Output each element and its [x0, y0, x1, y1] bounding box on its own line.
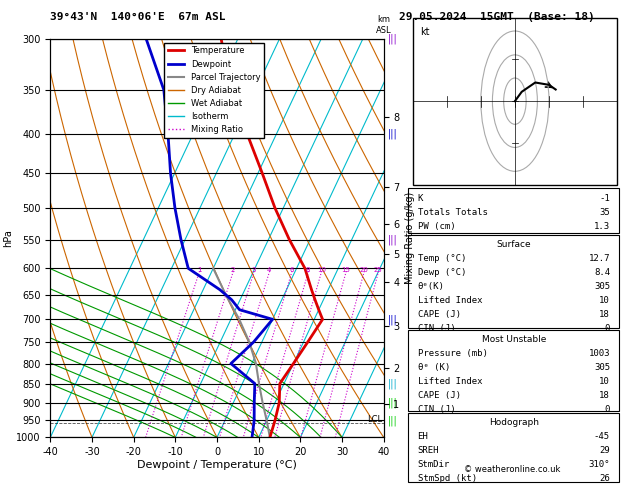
Text: θᵉ (K): θᵉ (K) [418, 364, 450, 372]
Text: StmDir: StmDir [418, 460, 450, 469]
Text: 3: 3 [252, 267, 256, 273]
Text: 0: 0 [604, 324, 610, 333]
Text: |||: ||| [388, 129, 398, 139]
Text: CAPE (J): CAPE (J) [418, 391, 460, 400]
Text: 8: 8 [306, 267, 310, 273]
Text: 39°43'N  140°06'E  67m ASL: 39°43'N 140°06'E 67m ASL [50, 12, 226, 22]
Text: -45: -45 [594, 433, 610, 441]
Text: 35: 35 [599, 208, 610, 217]
Text: Hodograph: Hodograph [489, 418, 539, 427]
Text: 25: 25 [374, 267, 382, 273]
Text: |||: ||| [388, 34, 398, 44]
Text: K: K [418, 193, 423, 203]
Text: |||: ||| [388, 397, 398, 408]
Y-axis label: hPa: hPa [3, 229, 13, 247]
Text: CAPE (J): CAPE (J) [418, 310, 460, 319]
Legend: Temperature, Dewpoint, Parcel Trajectory, Dry Adiabat, Wet Adiabat, Isotherm, Mi: Temperature, Dewpoint, Parcel Trajectory… [165, 43, 264, 138]
Bar [408, 188, 619, 233]
Text: 1: 1 [197, 267, 201, 273]
Text: |||: ||| [388, 379, 398, 389]
Text: -1: -1 [599, 193, 610, 203]
Text: 1003: 1003 [589, 349, 610, 358]
X-axis label: Dewpoint / Temperature (°C): Dewpoint / Temperature (°C) [137, 460, 297, 470]
Text: StmSpd (kt): StmSpd (kt) [418, 474, 477, 484]
Text: Totals Totals: Totals Totals [418, 208, 487, 217]
Text: Lifted Index: Lifted Index [418, 377, 482, 386]
Text: 29.05.2024  15GMT  (Base: 18): 29.05.2024 15GMT (Base: 18) [399, 12, 595, 22]
Text: 12.7: 12.7 [589, 254, 610, 263]
Text: kt: kt [420, 27, 430, 37]
Text: 29: 29 [599, 447, 610, 455]
Text: © weatheronline.co.uk: © weatheronline.co.uk [464, 465, 561, 474]
Text: |||: ||| [388, 314, 398, 325]
Text: θᵉ(K): θᵉ(K) [418, 282, 445, 291]
Bar [408, 413, 619, 482]
Text: Surface: Surface [496, 240, 531, 249]
Text: 4: 4 [267, 267, 271, 273]
Text: 305: 305 [594, 364, 610, 372]
Text: |||: ||| [388, 234, 398, 245]
Text: 6: 6 [289, 267, 294, 273]
Text: Pressure (mb): Pressure (mb) [418, 349, 487, 358]
Text: 310°: 310° [589, 460, 610, 469]
Text: 15: 15 [342, 267, 350, 273]
Text: 10: 10 [599, 377, 610, 386]
Text: PW (cm): PW (cm) [418, 222, 455, 230]
Bar [408, 235, 619, 328]
Bar [408, 330, 619, 411]
Text: SREH: SREH [418, 447, 439, 455]
Text: Dewp (°C): Dewp (°C) [418, 268, 466, 277]
Text: 26: 26 [599, 474, 610, 484]
Text: LCL: LCL [367, 415, 382, 423]
Text: 0: 0 [604, 405, 610, 415]
Text: 10: 10 [599, 296, 610, 305]
Text: 18: 18 [599, 310, 610, 319]
Bar [413, 17, 617, 185]
Text: km
ASL: km ASL [376, 16, 391, 35]
Text: 305: 305 [594, 282, 610, 291]
Text: 18: 18 [599, 391, 610, 400]
Text: CIN (J): CIN (J) [418, 324, 455, 333]
Text: 10: 10 [317, 267, 326, 273]
Y-axis label: Mixing Ratio (g/kg): Mixing Ratio (g/kg) [405, 192, 415, 284]
Text: 1.3: 1.3 [594, 222, 610, 230]
Text: CIN (J): CIN (J) [418, 405, 455, 415]
Text: 8.4: 8.4 [594, 268, 610, 277]
Text: 20: 20 [359, 267, 369, 273]
Text: Most Unstable: Most Unstable [482, 335, 546, 345]
Text: |||: ||| [388, 415, 398, 426]
Text: EH: EH [418, 433, 428, 441]
Text: Temp (°C): Temp (°C) [418, 254, 466, 263]
Text: Lifted Index: Lifted Index [418, 296, 482, 305]
Text: 2: 2 [231, 267, 235, 273]
